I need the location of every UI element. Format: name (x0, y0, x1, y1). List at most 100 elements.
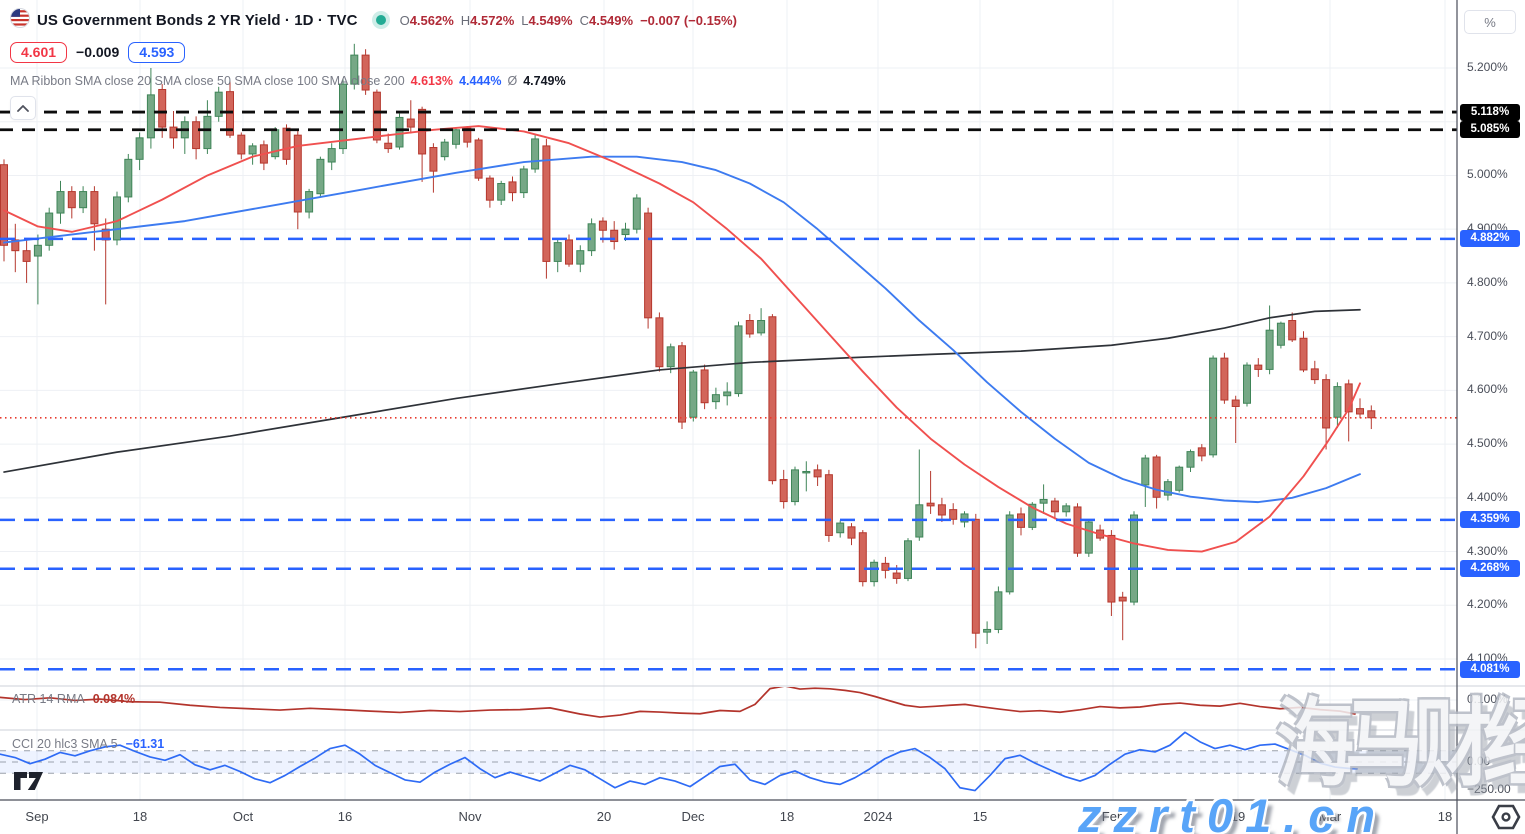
atr-value: 0.084% (92, 692, 136, 706)
candle (452, 129, 460, 145)
candle (621, 228, 630, 236)
price-level-badge: 4.882% (1460, 230, 1520, 248)
candle (1333, 386, 1342, 418)
candle (124, 158, 133, 198)
candle (531, 138, 540, 170)
candles-layer (0, 43, 1376, 649)
price-tick-label: 4.600% (1467, 382, 1508, 397)
ask-button[interactable]: 4.593 (128, 41, 186, 63)
candle (1152, 456, 1161, 498)
ma-ribbon-layer (3, 125, 1361, 553)
candle (67, 191, 76, 209)
time-tick-label: 15 (972, 809, 988, 824)
ohlc-item: O4.562% (399, 12, 454, 28)
price-tick-label: 4.700% (1467, 328, 1508, 343)
candle (971, 518, 980, 634)
candle (463, 127, 472, 143)
spread-value: −0.009 (76, 44, 120, 60)
percent-scale-button[interactable]: % (1464, 10, 1516, 34)
candle (1367, 410, 1376, 419)
candle (1310, 368, 1319, 381)
candle (1028, 503, 1037, 528)
candle (553, 242, 562, 262)
collapse-legend-button[interactable] (10, 96, 36, 120)
market-status-icon[interactable] (375, 15, 386, 25)
candle (858, 532, 867, 583)
candle (1344, 383, 1353, 413)
candle (1062, 505, 1071, 513)
change-value: −0.007 (−0.15%) (640, 12, 737, 28)
candle (937, 504, 946, 516)
candle (90, 191, 99, 225)
candle (994, 591, 1003, 630)
candle (1186, 451, 1195, 468)
candle (565, 239, 573, 265)
time-tick-label: Dec (681, 809, 705, 824)
candle (1141, 457, 1150, 486)
time-tick-label: 20 (596, 809, 612, 824)
symbol-title[interactable]: US Government Bonds 2 YR Yield · 1D · TV… (37, 11, 358, 29)
us-flag-icon (10, 7, 30, 33)
symbol-legend: US Government Bonds 2 YR Yield · 1D · TV… (10, 7, 737, 120)
candle (610, 229, 619, 243)
candle (22, 250, 31, 262)
candle (316, 158, 325, 195)
bid-button[interactable]: 4.601 (10, 41, 68, 63)
candle (598, 220, 607, 231)
candle (485, 177, 494, 201)
cci-tick-label: −250.00 (1467, 782, 1511, 796)
candle (1118, 596, 1127, 602)
time-tick-label: 18 (779, 809, 795, 824)
ohlc-item: L4.549% (521, 12, 573, 28)
atr-label: ATR 14 RMA (12, 692, 85, 706)
candle (440, 141, 449, 158)
candle (135, 137, 144, 160)
candle (474, 139, 483, 179)
candle (327, 148, 336, 163)
candle (1050, 500, 1059, 513)
candle (802, 470, 811, 474)
ohlc-item: H4.572% (460, 12, 515, 28)
candle (949, 509, 958, 520)
time-tick-label: Nov (458, 809, 482, 824)
time-tick-label: Oct (232, 809, 254, 824)
candle (678, 345, 686, 423)
candle (655, 317, 664, 368)
level-lines-layer (0, 110, 1457, 671)
candle (870, 561, 879, 583)
candle (1356, 408, 1364, 415)
candle (169, 126, 178, 139)
price-level-badge: 5.118% (1460, 103, 1520, 121)
tradingview-logo-icon[interactable] (14, 772, 50, 796)
ma-avg-symbol: Ø (507, 74, 518, 88)
time-tick-label: 18 (1437, 809, 1453, 824)
candle (192, 121, 201, 150)
candle (146, 94, 155, 139)
ma-sma200-value: 4.749% (523, 74, 566, 88)
ohlc-item: C4.549% (579, 12, 634, 28)
candle (282, 127, 291, 160)
candle (33, 244, 42, 257)
time-tick-label: Feb (1101, 809, 1125, 824)
atr-legend[interactable]: ATR 14 RMA 0.084% (12, 692, 135, 706)
cci-legend[interactable]: CCI 20 hlc3 SMA 5 −61.31 (12, 737, 164, 751)
candle (881, 562, 890, 571)
candle (429, 147, 438, 172)
price-tick-label: 5.000% (1467, 167, 1508, 182)
ma-ribbon-legend[interactable]: MA Ribbon SMA close 20 SMA close 50 SMA … (10, 74, 737, 88)
candle (904, 540, 912, 579)
candle (644, 212, 653, 319)
atr-tick-label: 0.100% (1467, 692, 1508, 706)
candle (666, 346, 675, 368)
price-tick-label: 4.200% (1467, 597, 1508, 612)
price-level-badge: 5.085% (1460, 121, 1520, 139)
candle (576, 250, 585, 265)
candle (791, 469, 799, 503)
candle (305, 191, 314, 213)
gear-icon[interactable] (1490, 803, 1522, 834)
candle (384, 142, 393, 150)
candle (587, 223, 596, 252)
cci-tick-label: 0.00 (1467, 754, 1491, 768)
